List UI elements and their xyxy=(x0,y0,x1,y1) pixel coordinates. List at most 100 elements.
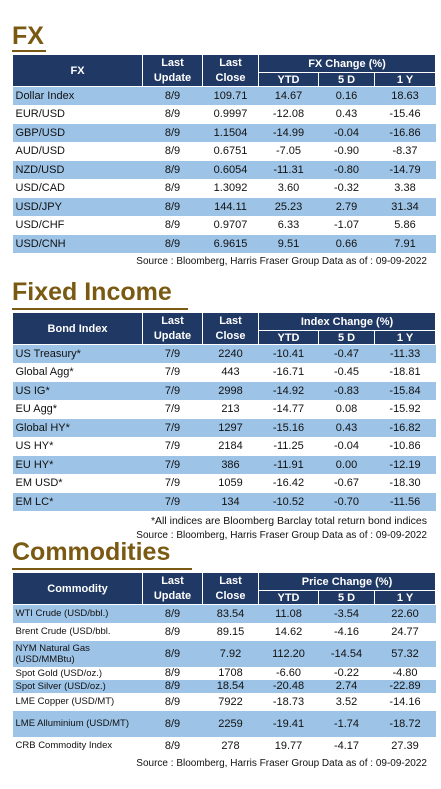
cell-ytd: -16.42 xyxy=(258,474,319,493)
cell-ytd: 14.67 xyxy=(258,86,319,105)
cell-5d: -1.07 xyxy=(318,216,375,235)
fx-title-wrap: FX xyxy=(12,22,435,52)
commodities-title-underline xyxy=(12,568,192,570)
cell-5d: 3.52 xyxy=(318,692,375,711)
cell-5d: 0.43 xyxy=(318,418,375,437)
cell-name: CRB Commodity Index xyxy=(12,736,143,755)
commodities-source: Source : Bloomberg, Harris Fraser Group … xyxy=(136,757,427,769)
cell-last-close: 1.3092 xyxy=(202,179,259,198)
commodities-table-body: WTI Crude (USD/bbl.) 8/9 83.54 11.08 -3.54 22… xyxy=(12,604,436,755)
table-row: LME Alluminium (USD/MT) 8/9 2259 -19.41 -1.7… xyxy=(12,710,436,737)
cell-1y: -11.33 xyxy=(374,344,436,363)
table-row: USD/CAD 8/9 1.3092 3.60 -0.32 3.38 xyxy=(12,179,436,198)
cell-last-update: 8/9 xyxy=(142,142,203,161)
cell-last-close: 6.9615 xyxy=(202,234,259,253)
cell-1y: 5.86 xyxy=(374,216,436,235)
cell-last-update: 7/9 xyxy=(142,381,203,400)
cell-ytd: -19.41 xyxy=(258,710,319,737)
fixed-income-header-change-group: Index Change (%) xyxy=(257,312,437,331)
cell-last-update: 7/9 xyxy=(142,363,203,382)
cell-last-close: 0.9997 xyxy=(202,105,259,124)
cell-name: Dollar Index xyxy=(12,86,143,105)
fixed-income-table-body: US Treasury* 7/9 2240 -10.41 -0.47 -11.33 Glob… xyxy=(12,344,436,511)
table-row: USD/CNH 8/9 6.9615 9.51 0.66 7.91 xyxy=(12,234,436,253)
cell-5d: -0.80 xyxy=(318,160,375,179)
cell-1y: -10.86 xyxy=(374,437,436,456)
cell-name: USD/CHF xyxy=(12,216,143,235)
table-row: US HY* 7/9 2184 -11.25 -0.04 -10.86 xyxy=(12,437,436,456)
cell-last-update: 8/9 xyxy=(142,679,203,693)
cell-5d: 0.43 xyxy=(318,105,375,124)
cell-1y: -15.46 xyxy=(374,105,436,124)
cell-ytd: -6.60 xyxy=(258,666,319,680)
fx-header-last-update: Last Update xyxy=(142,54,203,87)
cell-ytd: -11.91 xyxy=(258,455,319,474)
cell-last-close: 0.6054 xyxy=(202,160,259,179)
cell-last-close: 134 xyxy=(202,492,259,511)
commodities-section: Commodities Commodity Last Update Last C… xyxy=(12,538,437,771)
commodities-header-last-close: Last Close xyxy=(202,572,259,605)
cell-name: LME Alluminium (USD/MT) xyxy=(12,710,143,737)
fx-source: Source : Bloomberg, Harris Fraser Group … xyxy=(136,256,427,267)
cell-last-close: 443 xyxy=(202,363,259,382)
cell-5d: -4.17 xyxy=(318,736,375,755)
table-row: Brent Crude (USD/bbl. 8/9 89.15 14.62 -4.16 2… xyxy=(12,622,436,641)
cell-last-update: 7/9 xyxy=(142,418,203,437)
cell-1y: -16.82 xyxy=(374,418,436,437)
cell-last-update: 8/9 xyxy=(142,692,203,711)
cell-name: US IG* xyxy=(12,381,143,400)
table-row: EM USD* 7/9 1059 -16.42 -0.67 -18.30 xyxy=(12,474,436,493)
cell-1y: 27.39 xyxy=(374,736,436,755)
fx-title-underline xyxy=(12,50,46,52)
cell-name: NZD/USD xyxy=(12,160,143,179)
cell-5d: -4.16 xyxy=(318,622,375,641)
cell-name: USD/CAD xyxy=(12,179,143,198)
cell-1y: 7.91 xyxy=(374,234,436,253)
fixed-income-header-5d: 5 D xyxy=(318,330,375,345)
cell-5d: -0.45 xyxy=(318,363,375,382)
cell-ytd: -10.52 xyxy=(258,492,319,511)
cell-last-update: 8/9 xyxy=(142,216,203,235)
cell-last-update: 8/9 xyxy=(142,604,203,623)
cell-last-update: 7/9 xyxy=(142,344,203,363)
fixed-income-title-wrap: Fixed Income xyxy=(12,278,435,310)
cell-name: WTI Crude (USD/bbl.) xyxy=(12,604,143,623)
cell-last-update: 8/9 xyxy=(142,622,203,641)
cell-last-update: 8/9 xyxy=(142,105,203,124)
cell-1y: -15.84 xyxy=(374,381,436,400)
cell-1y: -12.19 xyxy=(374,455,436,474)
cell-5d: -0.04 xyxy=(318,437,375,456)
cell-last-update: 7/9 xyxy=(142,437,203,456)
cell-last-close: 278 xyxy=(202,736,259,755)
cell-last-update: 8/9 xyxy=(142,666,203,680)
fx-table: FX Last Update Last Close FX Change (%) … xyxy=(12,54,437,253)
cell-5d: -0.83 xyxy=(318,381,375,400)
cell-ytd: 19.77 xyxy=(258,736,319,755)
cell-1y: -15.92 xyxy=(374,400,436,419)
fx-table-body: Dollar Index 8/9 109.71 14.67 0.16 18.63 EUR/U… xyxy=(12,86,436,253)
cell-last-close: 7922 xyxy=(202,692,259,711)
cell-1y: -11.56 xyxy=(374,492,436,511)
cell-1y: -22.89 xyxy=(374,679,436,693)
cell-name: Global HY* xyxy=(12,418,143,437)
cell-1y: -4.80 xyxy=(374,666,436,680)
cell-ytd: -18.73 xyxy=(258,692,319,711)
table-row: US Treasury* 7/9 2240 -10.41 -0.47 -11.33 xyxy=(12,344,436,363)
cell-last-close: 1708 xyxy=(202,666,259,680)
cell-ytd: -14.77 xyxy=(258,400,319,419)
cell-name: Spot Silver (USD/oz.) xyxy=(12,679,143,693)
cell-name: Brent Crude (USD/bbl. xyxy=(12,622,143,641)
cell-last-close: 386 xyxy=(202,455,259,474)
cell-last-update: 8/9 xyxy=(142,179,203,198)
fx-section: FX FX Last Update Last Close FX Change (… xyxy=(12,22,437,269)
cell-last-close: 83.54 xyxy=(202,604,259,623)
cell-last-close: 1.1504 xyxy=(202,123,259,142)
fixed-income-title: Fixed Income xyxy=(12,278,172,306)
cell-name: EUR/USD xyxy=(12,105,143,124)
cell-name: USD/CNH xyxy=(12,234,143,253)
cell-5d: -0.90 xyxy=(318,142,375,161)
cell-last-update: 8/9 xyxy=(142,710,203,737)
cell-name: GBP/USD xyxy=(12,123,143,142)
cell-1y: 18.63 xyxy=(374,86,436,105)
cell-last-close: 2998 xyxy=(202,381,259,400)
